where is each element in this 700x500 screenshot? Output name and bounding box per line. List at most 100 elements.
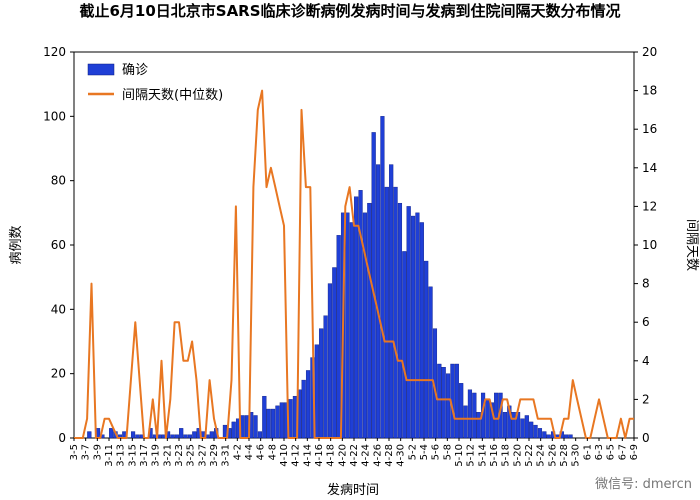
y-left-tick-label: 80 bbox=[51, 174, 66, 188]
bar bbox=[257, 431, 263, 439]
x-tick-label: 5-20 bbox=[512, 444, 523, 467]
x-tick-label: 4-6 bbox=[256, 444, 267, 460]
x-tick-label: 5-26 bbox=[547, 444, 558, 467]
bar bbox=[402, 251, 407, 439]
bar bbox=[380, 116, 385, 439]
x-tick-label: 4-26 bbox=[372, 444, 383, 467]
bar bbox=[319, 328, 324, 439]
y-right-tick-label: 12 bbox=[642, 199, 657, 213]
bar bbox=[231, 421, 236, 439]
x-tick-label: 4-30 bbox=[396, 444, 407, 467]
x-tick-label: 3-15 bbox=[127, 444, 138, 467]
y-left-tick-label: 0 bbox=[58, 431, 66, 445]
bar bbox=[130, 431, 136, 439]
y-left-tick-label: 120 bbox=[43, 45, 66, 59]
x-tick-label: 5-2 bbox=[407, 444, 418, 460]
bar bbox=[485, 399, 490, 439]
x-tick-label: 4-10 bbox=[279, 444, 290, 467]
bar bbox=[389, 164, 394, 439]
x-tick-label: 4-18 bbox=[326, 444, 337, 467]
bar bbox=[524, 415, 529, 439]
y-right-tick-label: 14 bbox=[642, 161, 657, 175]
bar bbox=[266, 408, 271, 439]
bar bbox=[170, 434, 175, 439]
x-tick-label: 5-10 bbox=[454, 444, 465, 467]
x-tick-label: 3-17 bbox=[139, 444, 150, 467]
legend-label-line: 间隔天数(中位数) bbox=[122, 88, 223, 103]
y-right-tick-label: 8 bbox=[642, 277, 650, 291]
y-axis-left-label-text: 病例数 bbox=[9, 225, 24, 264]
x-tick-label: 5-28 bbox=[559, 444, 570, 467]
y-right-tick-label: 10 bbox=[642, 238, 657, 252]
bar bbox=[454, 363, 459, 439]
plot-frame bbox=[73, 51, 635, 439]
y-left-tick-label: 60 bbox=[51, 238, 66, 252]
x-axis-label: 发病时间 bbox=[327, 482, 379, 498]
bar bbox=[393, 186, 398, 439]
bar bbox=[511, 412, 516, 439]
bar bbox=[537, 428, 543, 439]
bar bbox=[375, 164, 381, 439]
bar bbox=[109, 428, 114, 439]
bar bbox=[494, 392, 499, 439]
bar bbox=[546, 434, 551, 439]
legend-swatch-bars bbox=[87, 63, 115, 76]
legend-label-bars: 确诊 bbox=[122, 63, 148, 78]
bar bbox=[463, 405, 468, 439]
x-tick-label: 4-8 bbox=[267, 444, 278, 460]
bar bbox=[349, 222, 354, 439]
x-tick-label: 6-1 bbox=[582, 444, 593, 460]
x-tick-label: 5-22 bbox=[524, 444, 535, 467]
bar bbox=[489, 402, 494, 439]
bar bbox=[192, 431, 197, 439]
y-right-tick-label: 20 bbox=[642, 45, 657, 59]
x-tick-label: 3-31 bbox=[221, 444, 232, 467]
watermark-text: 微信号: dmercn bbox=[595, 477, 692, 492]
bar bbox=[305, 370, 311, 439]
bar bbox=[336, 235, 341, 439]
bar bbox=[476, 412, 481, 439]
x-tick-label: 4-12 bbox=[291, 444, 302, 467]
y-axis-right-label: 间隔天数 bbox=[684, 219, 699, 271]
x-tick-label: 4-28 bbox=[384, 444, 395, 467]
bar bbox=[87, 431, 92, 439]
x-tick-label: 6-5 bbox=[606, 444, 617, 460]
x-tick-label: 3-29 bbox=[209, 444, 220, 467]
y-right-tick-label: 4 bbox=[642, 354, 650, 368]
x-tick-label: 3-25 bbox=[186, 444, 197, 467]
x-tick-label: 6-9 bbox=[629, 444, 640, 460]
x-tick-label: 4-4 bbox=[244, 444, 255, 460]
bar bbox=[345, 212, 350, 439]
y-left-tick-label: 100 bbox=[43, 109, 66, 123]
series-line-interval bbox=[74, 89, 634, 439]
bar bbox=[459, 383, 464, 439]
y-right-tick-label: 16 bbox=[642, 122, 657, 136]
bar bbox=[437, 363, 442, 439]
x-tick-label: 3-7 bbox=[81, 444, 92, 460]
bar bbox=[135, 434, 140, 439]
x-tick-label: 6-3 bbox=[594, 444, 605, 460]
bar bbox=[384, 186, 389, 439]
x-tick-label: 3-11 bbox=[104, 444, 115, 467]
x-tick-label: 3-23 bbox=[174, 444, 185, 467]
bar bbox=[327, 283, 333, 439]
x-tick-label: 4-2 bbox=[232, 444, 243, 460]
x-tick-label: 3-9 bbox=[92, 444, 103, 460]
x-tick-label: 5-14 bbox=[477, 444, 488, 467]
x-tick-label: 5-18 bbox=[501, 444, 512, 467]
x-tick-label: 3-5 bbox=[69, 444, 80, 460]
bar bbox=[424, 260, 429, 439]
bar bbox=[367, 202, 372, 439]
bar bbox=[415, 212, 420, 439]
bar bbox=[270, 408, 276, 439]
x-tick-label: 3-19 bbox=[151, 444, 162, 467]
bar bbox=[301, 379, 306, 439]
bar bbox=[275, 405, 280, 439]
y-right-tick-label: 0 bbox=[642, 431, 650, 445]
bar bbox=[529, 421, 534, 439]
bar bbox=[472, 392, 477, 439]
x-tick-label: 5-12 bbox=[466, 444, 477, 467]
bar bbox=[419, 222, 424, 439]
bar bbox=[253, 415, 258, 439]
